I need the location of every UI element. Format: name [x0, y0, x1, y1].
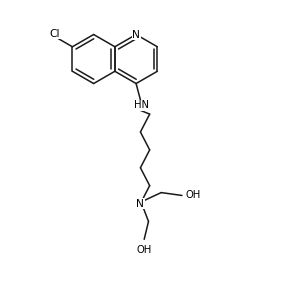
Text: N: N [136, 198, 144, 208]
Text: OH: OH [185, 191, 201, 201]
Text: OH: OH [136, 245, 152, 255]
Text: Cl: Cl [50, 29, 60, 39]
Text: HN: HN [134, 100, 149, 110]
Text: N: N [132, 29, 140, 39]
